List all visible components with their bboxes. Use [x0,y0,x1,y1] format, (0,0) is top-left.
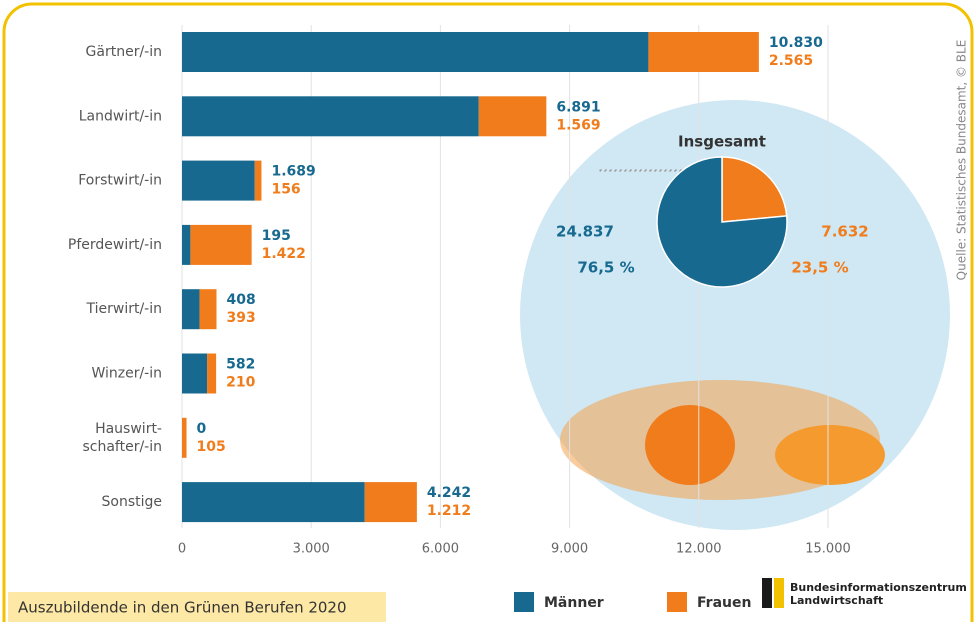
legend-swatch [514,592,534,612]
x-tick-label: 3.000 [293,542,330,557]
value-label: 1.422 [262,246,306,262]
value-label: 1.212 [427,503,471,519]
percent-label: 23,5 % [791,259,848,277]
percent-label: 76,5 % [577,259,634,277]
x-tick-label: 15.000 [805,542,851,557]
bar-segment [182,289,200,330]
bar-segment [478,96,547,137]
legend-swatch [667,592,687,612]
bar-segment [182,160,255,201]
bar-segment [182,96,479,137]
value-label: 408 [226,292,255,308]
value-label: 6.891 [556,99,600,115]
count-label: 24.837 [556,223,614,241]
bar-segment [199,289,217,330]
pie-slice [721,156,788,223]
bar-segment [182,417,187,458]
logo-text: Landwirtschaft [790,594,883,607]
pie-title: Insgesamt [678,133,766,151]
category-label: Forstwirt/-in [78,173,162,189]
x-tick-label: 9.000 [551,542,588,557]
category-label: Hauswirt-schafter/-in [82,421,162,455]
category-label: Sonstige [102,494,163,510]
x-tick-label: 12.000 [676,542,722,557]
bar-segment [648,32,759,72]
source: Quelle: Statistisches Bundesamt, © BLE [955,40,969,281]
x-tick-label: 0 [178,542,186,557]
bar-segment [190,224,252,265]
category-label: Pferdewirt/-in [68,237,162,253]
logo-icon [774,578,784,608]
category-label: Landwirt/-in [79,108,162,124]
value-label: 4.242 [427,485,471,501]
value-label: 2.565 [769,53,813,69]
value-label: 0 [197,421,207,437]
caption: Auszubildende in den Grünen Berufen 2020 [18,599,347,617]
value-label: 1.569 [556,117,600,133]
bar-segment [182,353,208,394]
bar-segment [182,32,649,72]
category-label: Winzer/-in [91,366,162,382]
legend-label: Frauen [697,595,751,611]
illustration [645,405,735,485]
bar-segment [182,482,365,523]
logo-text: Bundesinformationszentrum [790,581,967,594]
pie-slice [656,156,788,288]
value-label: 582 [226,357,255,373]
category-label: Tierwirt/-in [86,301,163,317]
legend-label: Männer [544,595,604,611]
bar-segment [364,482,417,523]
bar-segment [254,160,262,201]
x-tick-label: 6.000 [422,542,459,557]
value-label: 210 [226,375,255,391]
value-label: 195 [262,228,291,244]
value-label: 1.689 [271,164,315,180]
bar-segment [207,353,217,394]
value-label: 156 [271,182,300,198]
category-label: Gärtner/-in [86,44,162,60]
caption-box [8,592,386,622]
logo-icon [762,578,772,608]
value-label: 105 [197,439,226,455]
count-label: 7.632 [821,223,868,241]
illustration [775,425,885,485]
bar-segment [182,224,191,265]
value-label: 393 [226,310,255,326]
value-label: 10.830 [769,35,823,51]
